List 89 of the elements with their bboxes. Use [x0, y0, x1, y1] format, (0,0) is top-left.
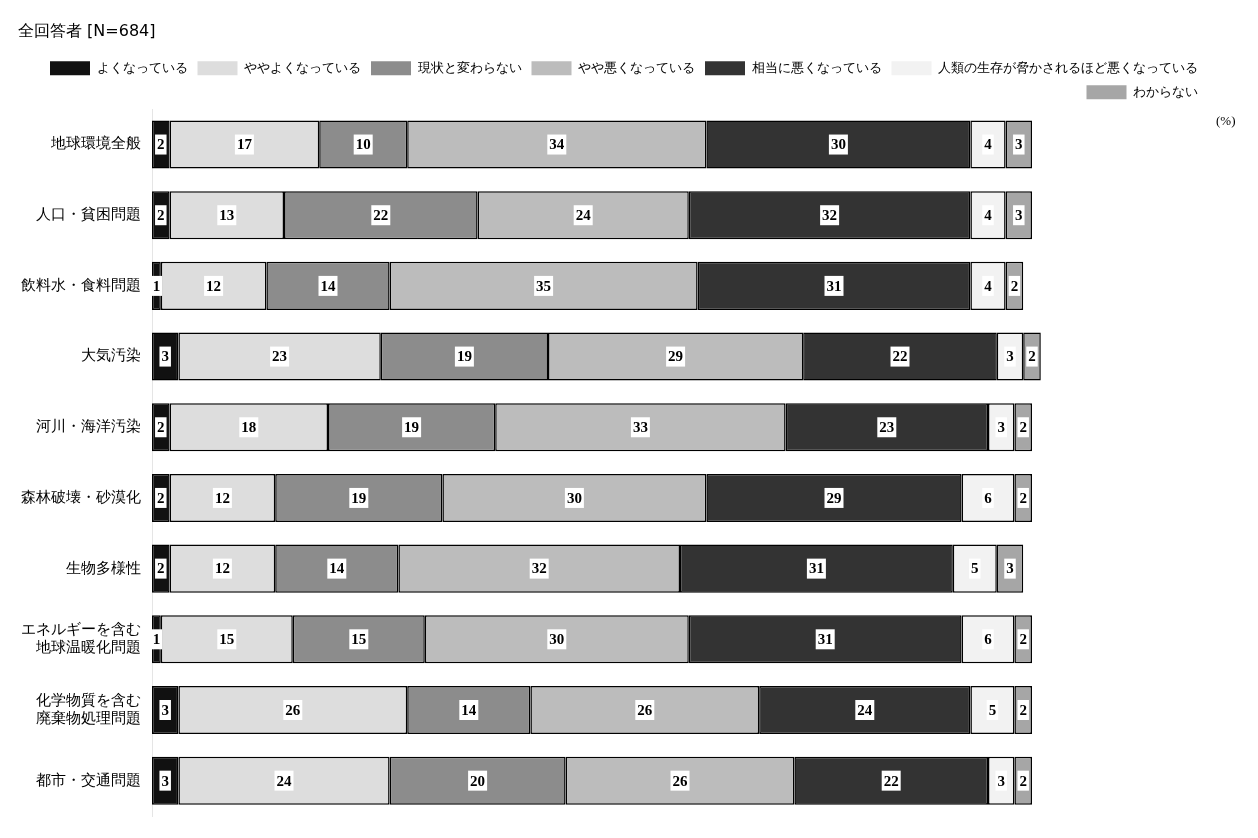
data-label: 22 [373, 207, 389, 224]
data-label: 31 [817, 631, 833, 648]
data-label: 5 [988, 701, 997, 718]
data-label: 2 [157, 136, 165, 153]
data-label: 26 [637, 701, 653, 718]
data-label: 3 [1015, 207, 1023, 224]
y-tick-label: 飲料水・食料問題 [21, 275, 141, 294]
data-label: 12 [214, 489, 230, 506]
data-label: 3 [161, 701, 169, 718]
data-label: 18 [241, 419, 257, 436]
data-label: 14 [320, 277, 336, 294]
y-tick-label: 大気汚染 [81, 346, 141, 365]
data-label: 2 [1019, 772, 1027, 789]
data-label: 20 [470, 772, 486, 789]
data-label: 33 [632, 419, 648, 436]
data-label: 24 [276, 772, 292, 789]
data-label: 19 [404, 419, 420, 436]
data-label: 22 [883, 772, 899, 789]
legend-label: 現状と変わらない [417, 59, 522, 75]
legend-label: よくなっている [96, 59, 188, 75]
legend-label: 相当に悪くなっている [751, 59, 882, 75]
data-label: 5 [971, 560, 979, 577]
data-label: 3 [997, 772, 1005, 789]
legend-label: やや悪くなっている [578, 59, 695, 75]
data-label: 15 [351, 631, 367, 648]
data-label: 22 [892, 348, 908, 365]
data-label: 2 [1028, 348, 1036, 365]
data-label: 31 [826, 277, 842, 294]
data-label: 6 [984, 631, 993, 648]
data-label: 32 [531, 560, 547, 577]
legend-label: わからない [1133, 83, 1198, 99]
data-label: 30 [549, 631, 565, 648]
y-tick-label: 人口・貧困問題 [36, 205, 141, 224]
legend-label: 人類の生存が脅かされるほど悪くなっている [938, 59, 1198, 75]
data-label: 3 [161, 348, 169, 365]
data-label: 26 [672, 772, 688, 789]
data-label: 2 [1019, 489, 1027, 506]
data-label: 2 [157, 489, 165, 506]
y-tick-label: エネルギーを含む地球温暖化問題 [21, 620, 141, 657]
data-label: 2 [157, 560, 165, 577]
data-label: 4 [984, 277, 993, 294]
data-label: 24 [857, 701, 873, 718]
chart-title: 全回答者 [N=684] [18, 20, 156, 40]
data-label: 1 [152, 631, 161, 648]
data-label: 2 [1019, 419, 1027, 436]
data-label: 12 [206, 277, 222, 294]
data-label: 17 [236, 136, 253, 153]
data-label: 29 [826, 489, 842, 506]
data-label: 2 [157, 419, 165, 436]
data-label: 3 [1006, 348, 1014, 365]
data-label: 19 [456, 348, 472, 365]
data-label: 30 [566, 489, 582, 506]
data-label: 10 [355, 136, 371, 153]
data-label: 32 [822, 207, 838, 224]
data-label: 29 [668, 348, 684, 365]
data-label: 23 [879, 419, 895, 436]
data-label: 3 [1006, 560, 1014, 577]
data-label: 1 [152, 277, 161, 294]
y-tick-label: 地球環境全般 [50, 134, 141, 153]
y-tick-label: 森林破壊・砂漠化 [21, 487, 141, 506]
data-label: 2 [1019, 701, 1027, 718]
data-label: 2 [1010, 277, 1019, 294]
y-tick-label: 河川・海洋汚染 [36, 417, 141, 436]
data-label: 13 [219, 207, 235, 224]
data-label: 3 [161, 772, 169, 789]
data-label: 24 [575, 207, 592, 224]
data-label: 15 [219, 631, 235, 648]
data-label: 4 [984, 136, 993, 153]
data-label: 14 [329, 560, 345, 577]
y-tick-label: 都市・交通問題 [36, 770, 141, 789]
data-label: 26 [285, 701, 301, 718]
data-label: 19 [351, 489, 367, 506]
y-tick-label: 生物多様性 [66, 558, 141, 577]
data-label: 14 [461, 701, 477, 718]
data-label: 34 [549, 136, 565, 153]
data-label: 12 [214, 560, 230, 577]
data-label: 30 [830, 136, 846, 153]
data-label: 23 [272, 348, 288, 365]
data-label: 35 [536, 277, 552, 294]
legend-label: ややよくなっている [244, 59, 361, 75]
y-tick-label: 化学物質を含む廃棄物処理問題 [36, 690, 141, 727]
data-label: 2 [157, 207, 165, 224]
data-label: 3 [1015, 136, 1023, 153]
data-label: 6 [984, 489, 993, 506]
data-label: 4 [984, 207, 993, 224]
text: (%) [1216, 112, 1236, 128]
data-label: 3 [997, 419, 1005, 436]
data-label: 31 [808, 560, 824, 577]
data-label: 2 [1019, 631, 1027, 648]
